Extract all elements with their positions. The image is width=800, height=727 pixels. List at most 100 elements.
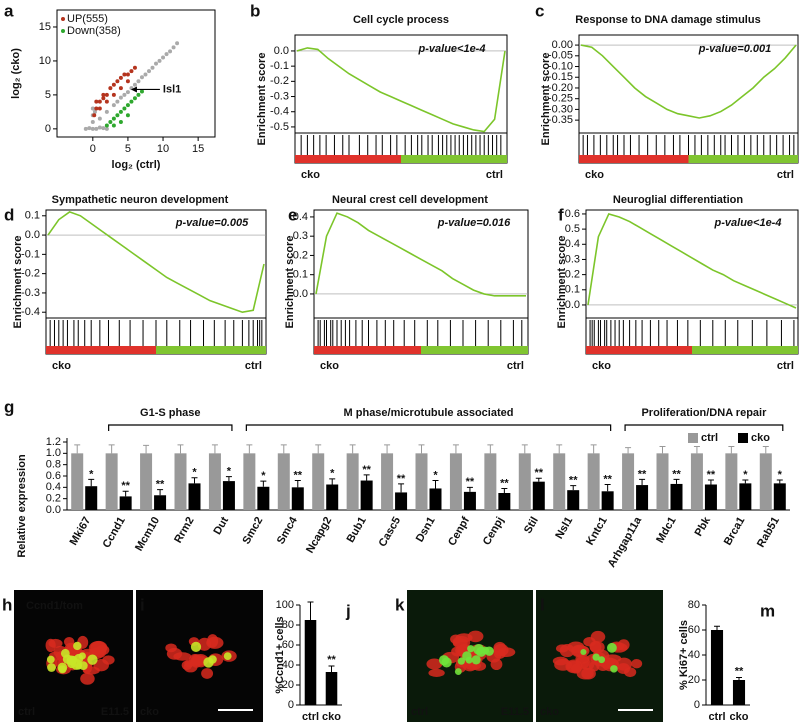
- y-axis-label: %Ccnd1+ cells: [274, 616, 286, 693]
- y-tick-label: 0.2: [565, 269, 580, 281]
- point: [92, 113, 97, 118]
- cell-green: [58, 665, 67, 674]
- rank-bar-down: [688, 155, 798, 163]
- cell: [166, 647, 183, 660]
- point: [111, 82, 116, 87]
- significance: *: [778, 469, 783, 481]
- error-bar: [639, 478, 646, 486]
- bar: [518, 453, 531, 510]
- bar: [429, 488, 442, 510]
- bar: [277, 453, 290, 510]
- x-tick-label: Smc2: [240, 515, 265, 546]
- point: [111, 123, 116, 128]
- cell-green: [462, 651, 472, 661]
- cell: [63, 636, 75, 647]
- bar: [119, 496, 132, 510]
- p-value: p-value<1e-4: [418, 43, 486, 55]
- cell: [555, 644, 569, 653]
- rank-bar-down: [401, 155, 507, 163]
- legend-swatch: [61, 17, 65, 21]
- error-bar: [487, 444, 494, 454]
- y-tick-label: 0.1: [565, 284, 580, 296]
- p-value: p-value=0.001: [698, 43, 771, 55]
- point: [146, 69, 151, 74]
- bar: [105, 453, 118, 510]
- point: [136, 92, 141, 97]
- y-tick-label: 0.4: [565, 238, 580, 250]
- bar: [174, 453, 187, 510]
- point: [97, 99, 102, 104]
- micrograph: [136, 590, 263, 722]
- y-tick-label: 1.0: [46, 447, 61, 459]
- y-tick-label: -0.1: [21, 248, 40, 260]
- significance: **: [466, 476, 475, 488]
- error-bar: [625, 447, 632, 454]
- x-tick-label: Arhgap11a: [606, 514, 645, 569]
- bar: [243, 453, 256, 510]
- point: [97, 125, 102, 130]
- plot-frame: [313, 209, 529, 355]
- group-bracket: [245, 424, 612, 431]
- y-tick-label: 0.2: [293, 249, 308, 261]
- x-tick-label: 15: [192, 143, 204, 155]
- panel-letter: a: [4, 1, 14, 20]
- y-tick-label: 15: [39, 21, 51, 33]
- bar: [601, 491, 614, 510]
- y-tick-label: 40: [688, 649, 700, 661]
- panel-letter: j: [345, 601, 351, 620]
- error-bar: [260, 480, 267, 487]
- bar: [360, 480, 373, 510]
- error-bar: [418, 444, 425, 454]
- bar: [449, 453, 462, 510]
- point: [132, 65, 137, 70]
- rank-bar-up: [295, 155, 401, 163]
- cell: [88, 641, 107, 655]
- y-tick-label: 0.0: [274, 45, 289, 57]
- error-bar: [307, 601, 314, 620]
- bar: [587, 453, 600, 510]
- point: [122, 92, 127, 97]
- p-value: p-value=0.016: [437, 217, 511, 229]
- significance: **: [672, 468, 681, 480]
- cell-green: [223, 652, 232, 661]
- x-tick-label: Dut: [211, 515, 231, 537]
- point: [101, 126, 106, 131]
- y-tick-label: 80: [688, 599, 700, 611]
- point: [154, 61, 159, 66]
- condition-label: ctrl: [18, 706, 35, 718]
- error-bar: [349, 444, 356, 454]
- point: [118, 95, 123, 100]
- y-tick-label: 0.5: [565, 223, 580, 235]
- condition-label: cko: [140, 706, 159, 718]
- bar: [484, 453, 497, 510]
- bar: [85, 486, 98, 510]
- p-value: p-value<1e-4: [714, 217, 782, 229]
- bar: [622, 453, 635, 510]
- point: [111, 116, 116, 121]
- bar: [325, 672, 338, 705]
- point: [111, 103, 116, 108]
- y-tick-label: -0.20: [548, 82, 573, 94]
- point: [175, 41, 180, 46]
- y-tick-label: 0: [288, 699, 294, 711]
- error-bar: [398, 483, 405, 493]
- bar: [381, 453, 394, 510]
- plot-frame: [56, 9, 216, 138]
- y-tick-label: 1.2: [46, 436, 61, 448]
- y-tick-label: 0.0: [565, 299, 580, 311]
- cell: [588, 661, 600, 672]
- x-tick-label: Pbk: [693, 514, 714, 538]
- error-bar: [177, 444, 184, 454]
- cell: [80, 672, 95, 685]
- chart-title: Sympathetic neuron development: [52, 194, 229, 206]
- y-tick-label: 0.1: [293, 269, 308, 281]
- y-tick-label: -0.10: [548, 60, 573, 72]
- point: [108, 120, 113, 125]
- bar: [725, 453, 738, 510]
- bar: [567, 490, 580, 510]
- rank-bar-down: [421, 346, 528, 354]
- y-tick-label: 60: [688, 624, 700, 636]
- cell: [589, 641, 605, 654]
- y-tick-label: -0.15: [548, 71, 573, 83]
